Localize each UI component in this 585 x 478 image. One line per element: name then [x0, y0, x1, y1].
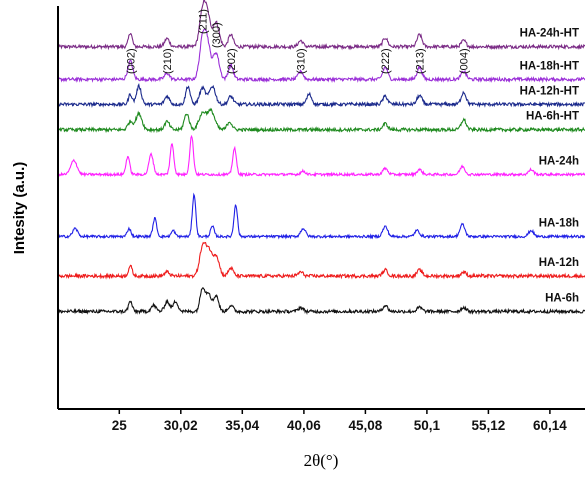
series-line-HA-24h	[57, 134, 585, 178]
peak-annotation-(300): (300)	[211, 22, 223, 48]
series-label-HA-12h-HT: HA-12h-HT	[520, 85, 579, 97]
x-tick-label: 25	[112, 418, 128, 433]
series-line-HA-18h-HT	[57, 28, 585, 84]
series-label-HA-24h: HA-24h	[539, 156, 579, 168]
x-tick-label: 45,08	[349, 418, 383, 433]
series-line-HA-6h-HT	[57, 107, 585, 134]
series-label-HA-6h-HT: HA-6h-HT	[526, 111, 579, 123]
x-tick-label: 30,02	[164, 418, 198, 433]
series-line-HA-12h	[57, 241, 585, 280]
annotation-layer: (002) (210) (211)(300)(202) (310) (222) (213)…	[125, 9, 470, 74]
y-axis-title: Intesity (a.u.)	[11, 162, 28, 255]
x-tick-label: 60,14	[533, 418, 567, 433]
peak-annotation-(213): (213)	[415, 48, 427, 74]
series-line-HA-24h-HT	[57, 0, 585, 51]
series-label-HA-18h-HT: HA-18h-HT	[520, 60, 579, 72]
x-tick-label: 35,04	[225, 418, 259, 433]
peak-annotation-(310): (310)	[296, 48, 308, 74]
x-axis-title: 2θ(°)	[304, 451, 339, 470]
peak-annotation-(210): (210)	[162, 48, 174, 74]
series-line-HA-18h	[58, 192, 585, 240]
peak-annotation-(004): (004)	[459, 48, 471, 74]
series-line-HA-12h-HT	[57, 82, 585, 108]
x-tick-label: 40,06	[287, 418, 321, 433]
series-label-HA-6h: HA-6h	[545, 293, 579, 305]
series-label-HA-24h-HT: HA-24h-HT	[520, 28, 579, 40]
peak-annotation-(211): (211)	[198, 9, 210, 34]
series-label-HA-18h: HA-18h	[539, 218, 579, 230]
x-tick-label: 50,1	[414, 418, 441, 433]
x-tick-layer: 25 30,02 35,04 40,06 45,08 50,1 55,12 60,14	[112, 409, 567, 433]
peak-annotation-(222): (222)	[380, 48, 392, 74]
series-layer	[57, 0, 585, 315]
peak-annotation-(002): (002)	[125, 48, 137, 74]
series-label-layer: HA-24h-HT HA-18h-HT HA-12h-HT HA-6h-HT HA-24…	[520, 28, 579, 305]
x-tick-label: 55,12	[472, 418, 506, 433]
series-label-HA-12h: HA-12h	[539, 257, 579, 269]
peak-annotation-(202): (202)	[226, 48, 238, 74]
series-line-HA-6h	[57, 287, 585, 315]
